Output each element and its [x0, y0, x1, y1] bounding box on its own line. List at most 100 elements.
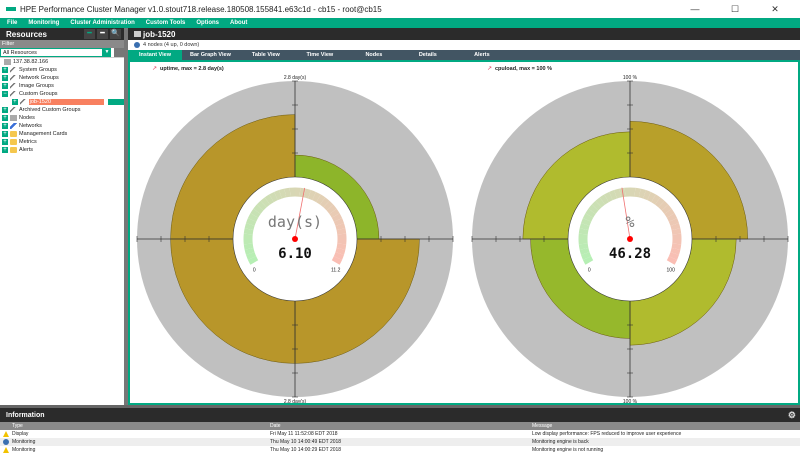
expand-icon[interactable]: + [2, 83, 8, 89]
type-text: Monitoring [12, 439, 36, 445]
axis-label-top: 2.8 day(s) [284, 75, 307, 81]
column-date[interactable]: Date [270, 423, 281, 429]
tree-item-label: Custom Groups [19, 91, 58, 97]
cell-type: Monitoring [0, 446, 270, 454]
tree-item[interactable]: + job-1520 [0, 98, 124, 106]
tab-instant-view[interactable]: Instant View [128, 50, 182, 60]
resource-filter-value[interactable]: All Resources [0, 48, 103, 57]
gauge-arc-segment [323, 200, 334, 211]
expand-icon[interactable]: + [2, 123, 8, 129]
expand-icon[interactable]: + [2, 67, 8, 73]
tab-nodes[interactable]: Nodes [365, 52, 383, 58]
gauge-arc-segment [264, 194, 274, 205]
column-message[interactable]: Message [532, 423, 553, 429]
gauge-unit: day(s) [268, 213, 322, 231]
information-title: Information [6, 411, 45, 419]
gauge-arc-segment [591, 200, 602, 211]
gear-icon[interactable]: ⚙ [787, 410, 796, 420]
cell-type: Monitoring [0, 438, 270, 446]
bottom-splitter[interactable] [0, 405, 800, 408]
gauge-min-label: 0 [253, 268, 256, 274]
tree-item[interactable]: + Management Cards [0, 130, 124, 138]
tab-time-view[interactable]: Time View [306, 52, 334, 58]
tab-alerts[interactable]: Alerts [474, 52, 490, 58]
tree-item[interactable]: + Nodes [0, 114, 124, 122]
gauge-arc-segment [274, 190, 282, 201]
minimize-button[interactable]: — [690, 4, 700, 14]
tree-item[interactable]: + Archived Custom Groups [0, 106, 124, 114]
expand-icon[interactable]: + [2, 115, 8, 121]
table-row[interactable]: Monitoring Thu May 10 14:00:29 EDT 2018 Mo… [0, 446, 800, 454]
cell-date: Thu May 10 14:00:29 EDT 2018 [270, 447, 342, 453]
tab-details[interactable]: Details [418, 52, 437, 58]
gauge-needle-hub [292, 236, 298, 242]
menu-options[interactable]: Options [196, 20, 220, 26]
tree-item-label: Archived Custom Groups [19, 107, 81, 113]
gauge-arc-segment [269, 191, 278, 203]
search-icon[interactable]: 🔍 [110, 29, 121, 39]
tree-item[interactable]: + Network Groups [0, 74, 124, 82]
collapse-icon[interactable]: − [2, 91, 8, 97]
gauge-arc-segment [316, 194, 326, 205]
menu-file[interactable]: File [7, 20, 18, 26]
tree-item-label: Network Groups [19, 75, 59, 81]
tab-bar-graph-view[interactable]: Bar Graph View [190, 52, 231, 58]
network-icon [10, 123, 17, 129]
type-text: Display [12, 431, 29, 437]
expand-all-button[interactable]: ━ [84, 29, 95, 39]
expand-icon[interactable]: + [12, 99, 18, 105]
chart-title: cpuload, max = 100 % [495, 66, 552, 72]
tree-item[interactable]: + Networks [0, 122, 124, 130]
polar-chart-0: uptime, max = 2.8 day(s)↗ 2.8 day(s) 2.8 d… [136, 66, 454, 403]
expand-icon[interactable]: + [2, 131, 8, 137]
resource-tree: 137.38.82.166 + System Groups + Network Grou… [0, 58, 124, 154]
gauge-arc-segment [666, 213, 678, 222]
panel-splitter[interactable] [124, 28, 128, 405]
table-row[interactable]: Display Fri May 11 11:52:08 EDT 2018 Low d… [0, 430, 800, 438]
gauge-arc-segment [319, 197, 330, 208]
menu-custom-tools[interactable]: Custom Tools [145, 20, 186, 26]
close-button[interactable]: ✕ [771, 4, 779, 14]
gauge-arc-segment [326, 204, 337, 215]
maximize-button[interactable]: ☐ [730, 4, 740, 14]
expand-icon[interactable]: + [2, 139, 8, 145]
gauge-arc-segment [336, 228, 347, 235]
table-row[interactable]: Monitoring Thu May 10 14:00:49 EDT 2018 Mo… [0, 438, 800, 446]
tree-item[interactable]: + Alerts [0, 146, 124, 154]
status-indicator [108, 99, 124, 105]
gauge-arc-segment [578, 243, 589, 250]
gauge-arc-segment [256, 200, 267, 211]
gauge-arc-segment [303, 188, 311, 199]
gauge-needle [294, 187, 306, 240]
expand-icon[interactable]: + [2, 75, 8, 81]
menu-monitoring[interactable]: Monitoring [28, 20, 60, 26]
tree-item-label: job-1520 [28, 99, 105, 105]
resource-filter-select[interactable]: All Resources ▼ [0, 48, 124, 58]
menu-cluster-administration[interactable]: Cluster Administration [70, 20, 135, 26]
tree-item[interactable]: + Image Groups [0, 82, 124, 90]
menu-about[interactable]: About [230, 20, 248, 26]
tab-table-view[interactable]: Table View [251, 52, 280, 58]
nodes-info-text: 4 nodes (4 up, 0 down) [143, 42, 200, 48]
gauge-needle [621, 187, 631, 240]
tree-item[interactable]: + System Groups [0, 66, 124, 74]
gauge-arc-segment [253, 204, 264, 215]
expand-icon[interactable]: + [2, 107, 8, 113]
gauge-arc-segment [599, 194, 609, 205]
tree-item[interactable]: − Custom Groups [0, 90, 124, 98]
group-icon [10, 107, 17, 113]
server-icon [4, 59, 11, 65]
tree-item[interactable]: 137.38.82.166 [0, 58, 124, 66]
gauge-arc-segment [614, 188, 622, 199]
information-header: Information ⚙ [0, 408, 800, 422]
gauge-arc-segment [243, 228, 254, 235]
column-type[interactable]: Type [12, 423, 23, 429]
chevron-down-icon[interactable]: ▼ [103, 48, 111, 57]
tree-item[interactable]: + Metrics [0, 138, 124, 146]
gauge-arc-segment [670, 247, 681, 255]
gauge-arc-segment [581, 252, 592, 260]
resources-panel: Resources ━ ━ 🔍 Filter All Resources ▼ 1… [0, 28, 124, 405]
expand-icon[interactable]: + [2, 147, 8, 153]
collapse-all-button[interactable]: ━ [97, 29, 108, 39]
clear-filter-button[interactable] [114, 48, 124, 57]
